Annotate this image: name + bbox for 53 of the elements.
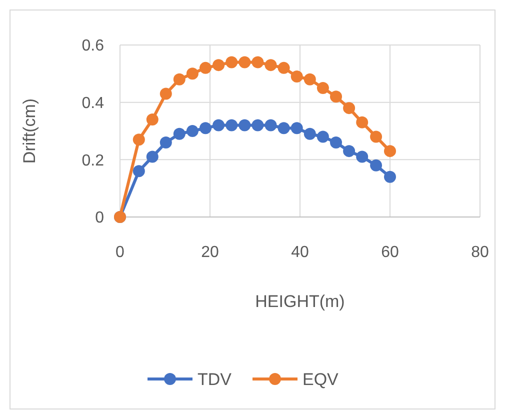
point — [212, 119, 225, 132]
point — [146, 114, 158, 126]
y-tick-label: 0.6 — [82, 38, 104, 55]
point — [343, 145, 356, 158]
x-tick-label: 40 — [291, 244, 309, 261]
point — [384, 170, 396, 183]
point — [132, 165, 145, 178]
point — [384, 145, 396, 158]
point — [304, 73, 316, 86]
point — [330, 90, 342, 103]
point — [200, 62, 212, 74]
point — [356, 150, 368, 163]
point — [264, 59, 277, 72]
point — [146, 150, 158, 163]
point — [370, 130, 382, 143]
point — [212, 59, 225, 72]
x-tick-label: 80 — [471, 244, 489, 261]
point — [278, 62, 290, 74]
point — [160, 88, 172, 100]
point — [316, 130, 329, 143]
y-axis-title: Drift(cm) — [20, 98, 39, 164]
x-tick-label: 20 — [201, 244, 219, 261]
legend-label: EQV — [302, 370, 340, 389]
y-tick-label: 0.2 — [82, 152, 104, 170]
point — [330, 136, 342, 148]
point — [264, 119, 277, 132]
point — [304, 128, 316, 140]
y-tick-label: 0.4 — [82, 94, 104, 112]
point — [238, 56, 251, 68]
point — [252, 119, 264, 132]
point — [226, 119, 238, 132]
point — [173, 128, 186, 140]
point — [316, 82, 329, 94]
point — [356, 116, 368, 128]
x-axis-title: HEIGHT(m) — [255, 292, 345, 311]
point — [173, 73, 186, 86]
point — [252, 56, 264, 68]
x-tick-label: 0 — [116, 244, 125, 261]
point — [186, 125, 198, 137]
point — [290, 70, 303, 83]
point — [278, 122, 290, 134]
point — [290, 122, 303, 134]
point — [370, 159, 382, 172]
x-tick-label: 60 — [381, 244, 399, 261]
point — [343, 102, 356, 114]
point — [132, 134, 145, 146]
point — [186, 68, 198, 80]
point — [226, 56, 238, 68]
point — [160, 136, 172, 148]
y-tick-label: 0 — [95, 210, 104, 227]
point — [238, 119, 251, 132]
point — [200, 122, 212, 134]
legend-label: TDV — [198, 370, 232, 389]
